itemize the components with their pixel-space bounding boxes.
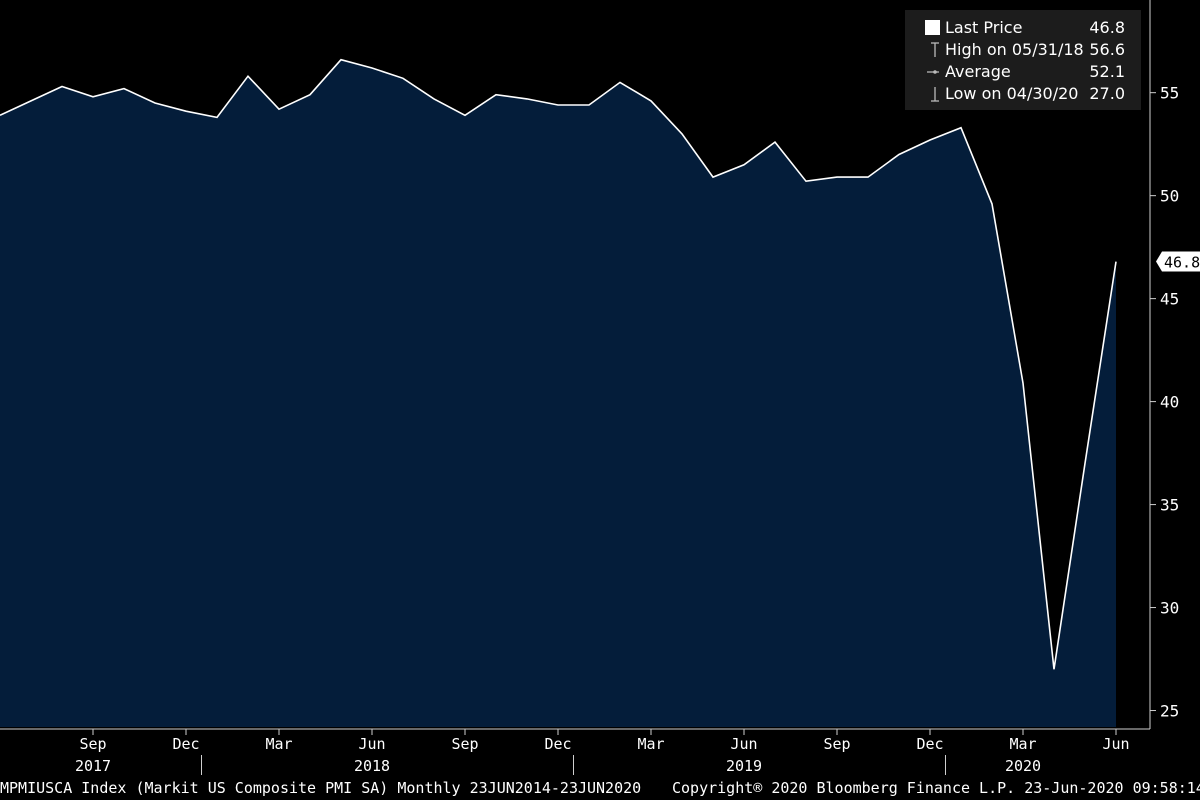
x-tick-label: Jun [358, 735, 385, 753]
last-price-label: 46.8 [1164, 254, 1200, 272]
legend-label: Last Price [945, 18, 1023, 37]
x-tick-label: Dec [916, 735, 943, 753]
y-tick-label: 40 [1160, 393, 1179, 412]
x-tick-label: Sep [451, 735, 478, 753]
y-tick-label: 55 [1160, 84, 1179, 103]
x-year-label: 2017 [75, 757, 111, 775]
average-marker-icon [927, 70, 939, 74]
high-marker-icon [931, 42, 939, 57]
last-price-tag [1156, 251, 1200, 272]
legend-item-average: Average 52.1 [913, 61, 1133, 83]
y-tick-label: 35 [1160, 496, 1179, 515]
x-tick-label: Mar [637, 735, 664, 753]
y-tick-label: 45 [1160, 290, 1179, 309]
low-marker-icon [931, 87, 939, 102]
x-year-label: 2020 [1005, 757, 1041, 775]
legend-item-low: Low on 04/30/20 27.0 [913, 83, 1133, 105]
legend-value: 52.1 [1089, 62, 1125, 81]
footer-bar: MPMIUSCA Index (Markit US Composite PMI … [0, 776, 1200, 800]
footer-copyright-text: Copyright® 2020 Bloomberg Finance L.P. 2… [672, 779, 1200, 797]
x-tick-label: Mar [265, 735, 292, 753]
x-tick-label: Sep [823, 735, 850, 753]
legend-value: 56.6 [1089, 40, 1125, 59]
y-tick-label: 30 [1160, 599, 1179, 618]
legend-box: Last Price 46.8 High on 05/31/18 56.6 Av… [905, 10, 1141, 110]
legend-label: Average [945, 62, 1011, 81]
x-year-label: 2018 [354, 757, 390, 775]
legend-item-high: High on 05/31/18 56.6 [913, 39, 1133, 61]
y-tick-label: 25 [1160, 702, 1179, 721]
square-swatch-icon [925, 20, 940, 35]
legend-label: Low on 04/30/20 [945, 84, 1079, 103]
legend-item-last-price: Last Price 46.8 [913, 17, 1133, 39]
x-tick-label: Dec [544, 735, 571, 753]
x-tick-label: Mar [1009, 735, 1036, 753]
x-tick-label: Jun [730, 735, 757, 753]
legend-value: 46.8 [1089, 18, 1125, 37]
series-area-fill [0, 59, 1116, 727]
footer-ticker-text: MPMIUSCA Index (Markit US Composite PMI … [0, 779, 642, 797]
y-tick-label: 50 [1160, 187, 1179, 206]
x-tick-label: Jun [1102, 735, 1129, 753]
x-tick-label: Dec [172, 735, 199, 753]
x-year-label: 2019 [726, 757, 762, 775]
legend-value: 27.0 [1089, 84, 1125, 103]
x-tick-label: Sep [79, 735, 106, 753]
legend-label: High on 05/31/18 [945, 40, 1084, 59]
pmi-area-chart: 25 30 35 40 45 50 55 46.8 Sep Dec Mar Jun Sep Dec Mar J… [0, 0, 1200, 776]
